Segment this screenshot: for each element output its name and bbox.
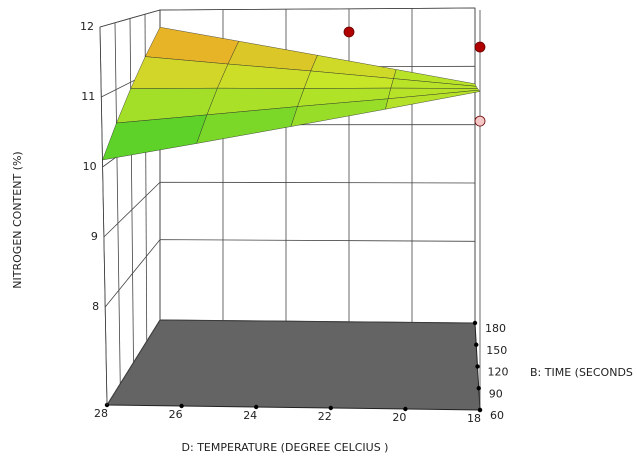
tick-mark — [179, 403, 184, 409]
floor — [106, 319, 481, 411]
y-axis-label: B: TIME (SECONDS ) — [530, 366, 637, 379]
tick-mark — [472, 320, 478, 326]
x-tick-label: 26 — [169, 408, 183, 421]
tick-mark — [328, 405, 333, 411]
x-tick-label: 24 — [243, 409, 257, 422]
x-tick-label: 22 — [318, 410, 332, 423]
tick-mark — [476, 386, 481, 391]
x-tick-label: 28 — [94, 407, 108, 420]
x-tick-label: 20 — [392, 411, 406, 424]
y-tick-label: 60 — [490, 409, 504, 422]
z-tick-label: 10 — [83, 160, 97, 173]
z-tick-label: 11 — [81, 90, 95, 103]
grid-line — [114, 22, 121, 384]
tick-mark — [403, 406, 408, 412]
grid-line — [129, 18, 134, 363]
design-point — [474, 115, 486, 127]
grid-line — [99, 26, 108, 406]
grid-line — [103, 181, 476, 238]
design-point — [343, 26, 355, 38]
design-point — [474, 41, 486, 53]
z-axis-label: NITROGEN CONTENT (%) — [11, 151, 24, 288]
surface-patch — [385, 89, 481, 110]
grid-line — [104, 239, 476, 308]
y-tick-label: 180 — [485, 322, 506, 335]
y-tick-label: 150 — [486, 344, 507, 357]
z-tick-label: 8 — [92, 300, 99, 313]
y-tick-label: 120 — [488, 366, 509, 379]
tick-mark — [475, 364, 480, 369]
grid-line — [99, 7, 476, 28]
tick-mark — [477, 407, 483, 413]
z-tick-label: 12 — [80, 20, 94, 33]
tick-mark — [254, 404, 259, 410]
x-axis-label: D: TEMPERATURE (DEGREE CELCIUS ) — [182, 441, 389, 454]
tick-mark — [474, 342, 479, 347]
z-tick-label: 9 — [91, 230, 98, 243]
y-tick-label: 90 — [489, 387, 503, 400]
x-tick-label: 18 — [467, 412, 481, 425]
